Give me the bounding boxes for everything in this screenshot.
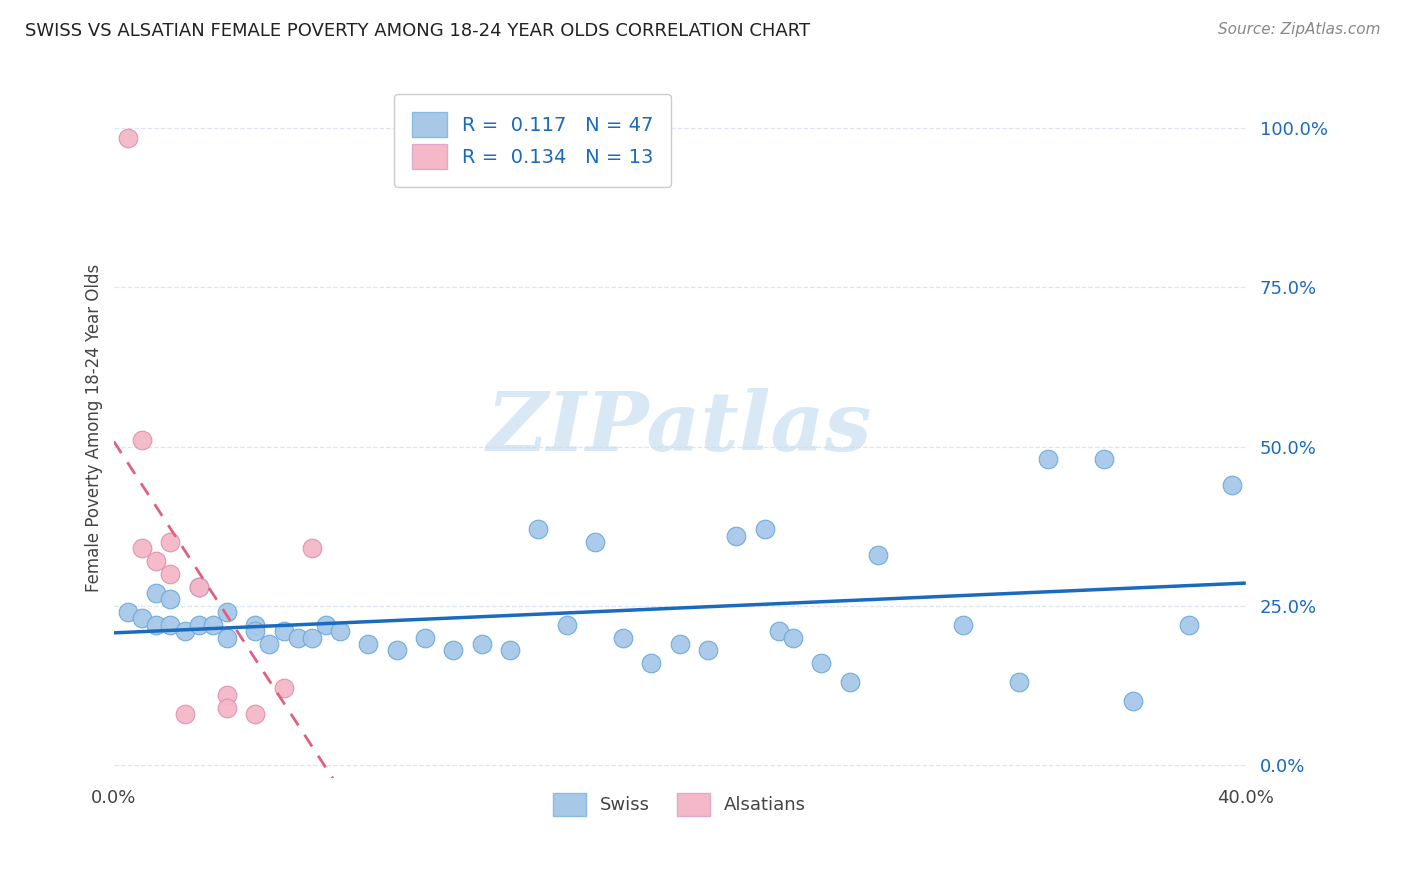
Point: [385, 643, 408, 657]
Point: [187, 617, 209, 632]
Point: [159, 592, 181, 607]
Point: [159, 617, 181, 632]
Point: [1036, 452, 1059, 467]
Point: [159, 566, 181, 581]
Point: [273, 624, 295, 639]
Point: [640, 656, 662, 670]
Point: [187, 580, 209, 594]
Point: [145, 617, 167, 632]
Point: [131, 434, 153, 448]
Point: [413, 631, 436, 645]
Point: [145, 586, 167, 600]
Point: [555, 617, 578, 632]
Point: [259, 637, 281, 651]
Point: [357, 637, 380, 651]
Y-axis label: Female Poverty Among 18-24 Year Olds: Female Poverty Among 18-24 Year Olds: [86, 263, 103, 591]
Point: [245, 706, 267, 721]
Point: [441, 643, 464, 657]
Point: [754, 522, 776, 536]
Point: [131, 541, 153, 556]
Point: [952, 617, 974, 632]
Point: [1178, 617, 1201, 632]
Point: [810, 656, 832, 670]
Point: [697, 643, 720, 657]
Point: [725, 529, 748, 543]
Point: [612, 631, 634, 645]
Point: [117, 131, 139, 145]
Point: [131, 611, 153, 625]
Point: [159, 535, 181, 549]
Point: [1122, 694, 1144, 708]
Point: [668, 637, 690, 651]
Point: [173, 706, 195, 721]
Point: [215, 700, 238, 714]
Point: [201, 617, 224, 632]
Point: [471, 637, 494, 651]
Point: [527, 522, 550, 536]
Point: [301, 631, 323, 645]
Point: [1220, 477, 1243, 491]
Point: [215, 605, 238, 619]
Point: [583, 535, 606, 549]
Point: [215, 631, 238, 645]
Point: [287, 631, 309, 645]
Point: [273, 681, 295, 696]
Point: [329, 624, 352, 639]
Point: [315, 617, 337, 632]
Point: [145, 554, 167, 568]
Text: SWISS VS ALSATIAN FEMALE POVERTY AMONG 18-24 YEAR OLDS CORRELATION CHART: SWISS VS ALSATIAN FEMALE POVERTY AMONG 1…: [25, 22, 810, 40]
Point: [187, 580, 209, 594]
Point: [1008, 675, 1031, 690]
Point: [838, 675, 860, 690]
Point: [768, 624, 790, 639]
Point: [301, 541, 323, 556]
Point: [173, 624, 195, 639]
Point: [215, 688, 238, 702]
Text: ZIPatlas: ZIPatlas: [486, 387, 873, 467]
Point: [866, 548, 889, 562]
Legend: Swiss, Alsatians: Swiss, Alsatians: [544, 784, 815, 824]
Point: [117, 605, 139, 619]
Text: Source: ZipAtlas.com: Source: ZipAtlas.com: [1218, 22, 1381, 37]
Point: [245, 617, 267, 632]
Point: [245, 624, 267, 639]
Point: [782, 631, 804, 645]
Point: [1092, 452, 1115, 467]
Point: [499, 643, 522, 657]
